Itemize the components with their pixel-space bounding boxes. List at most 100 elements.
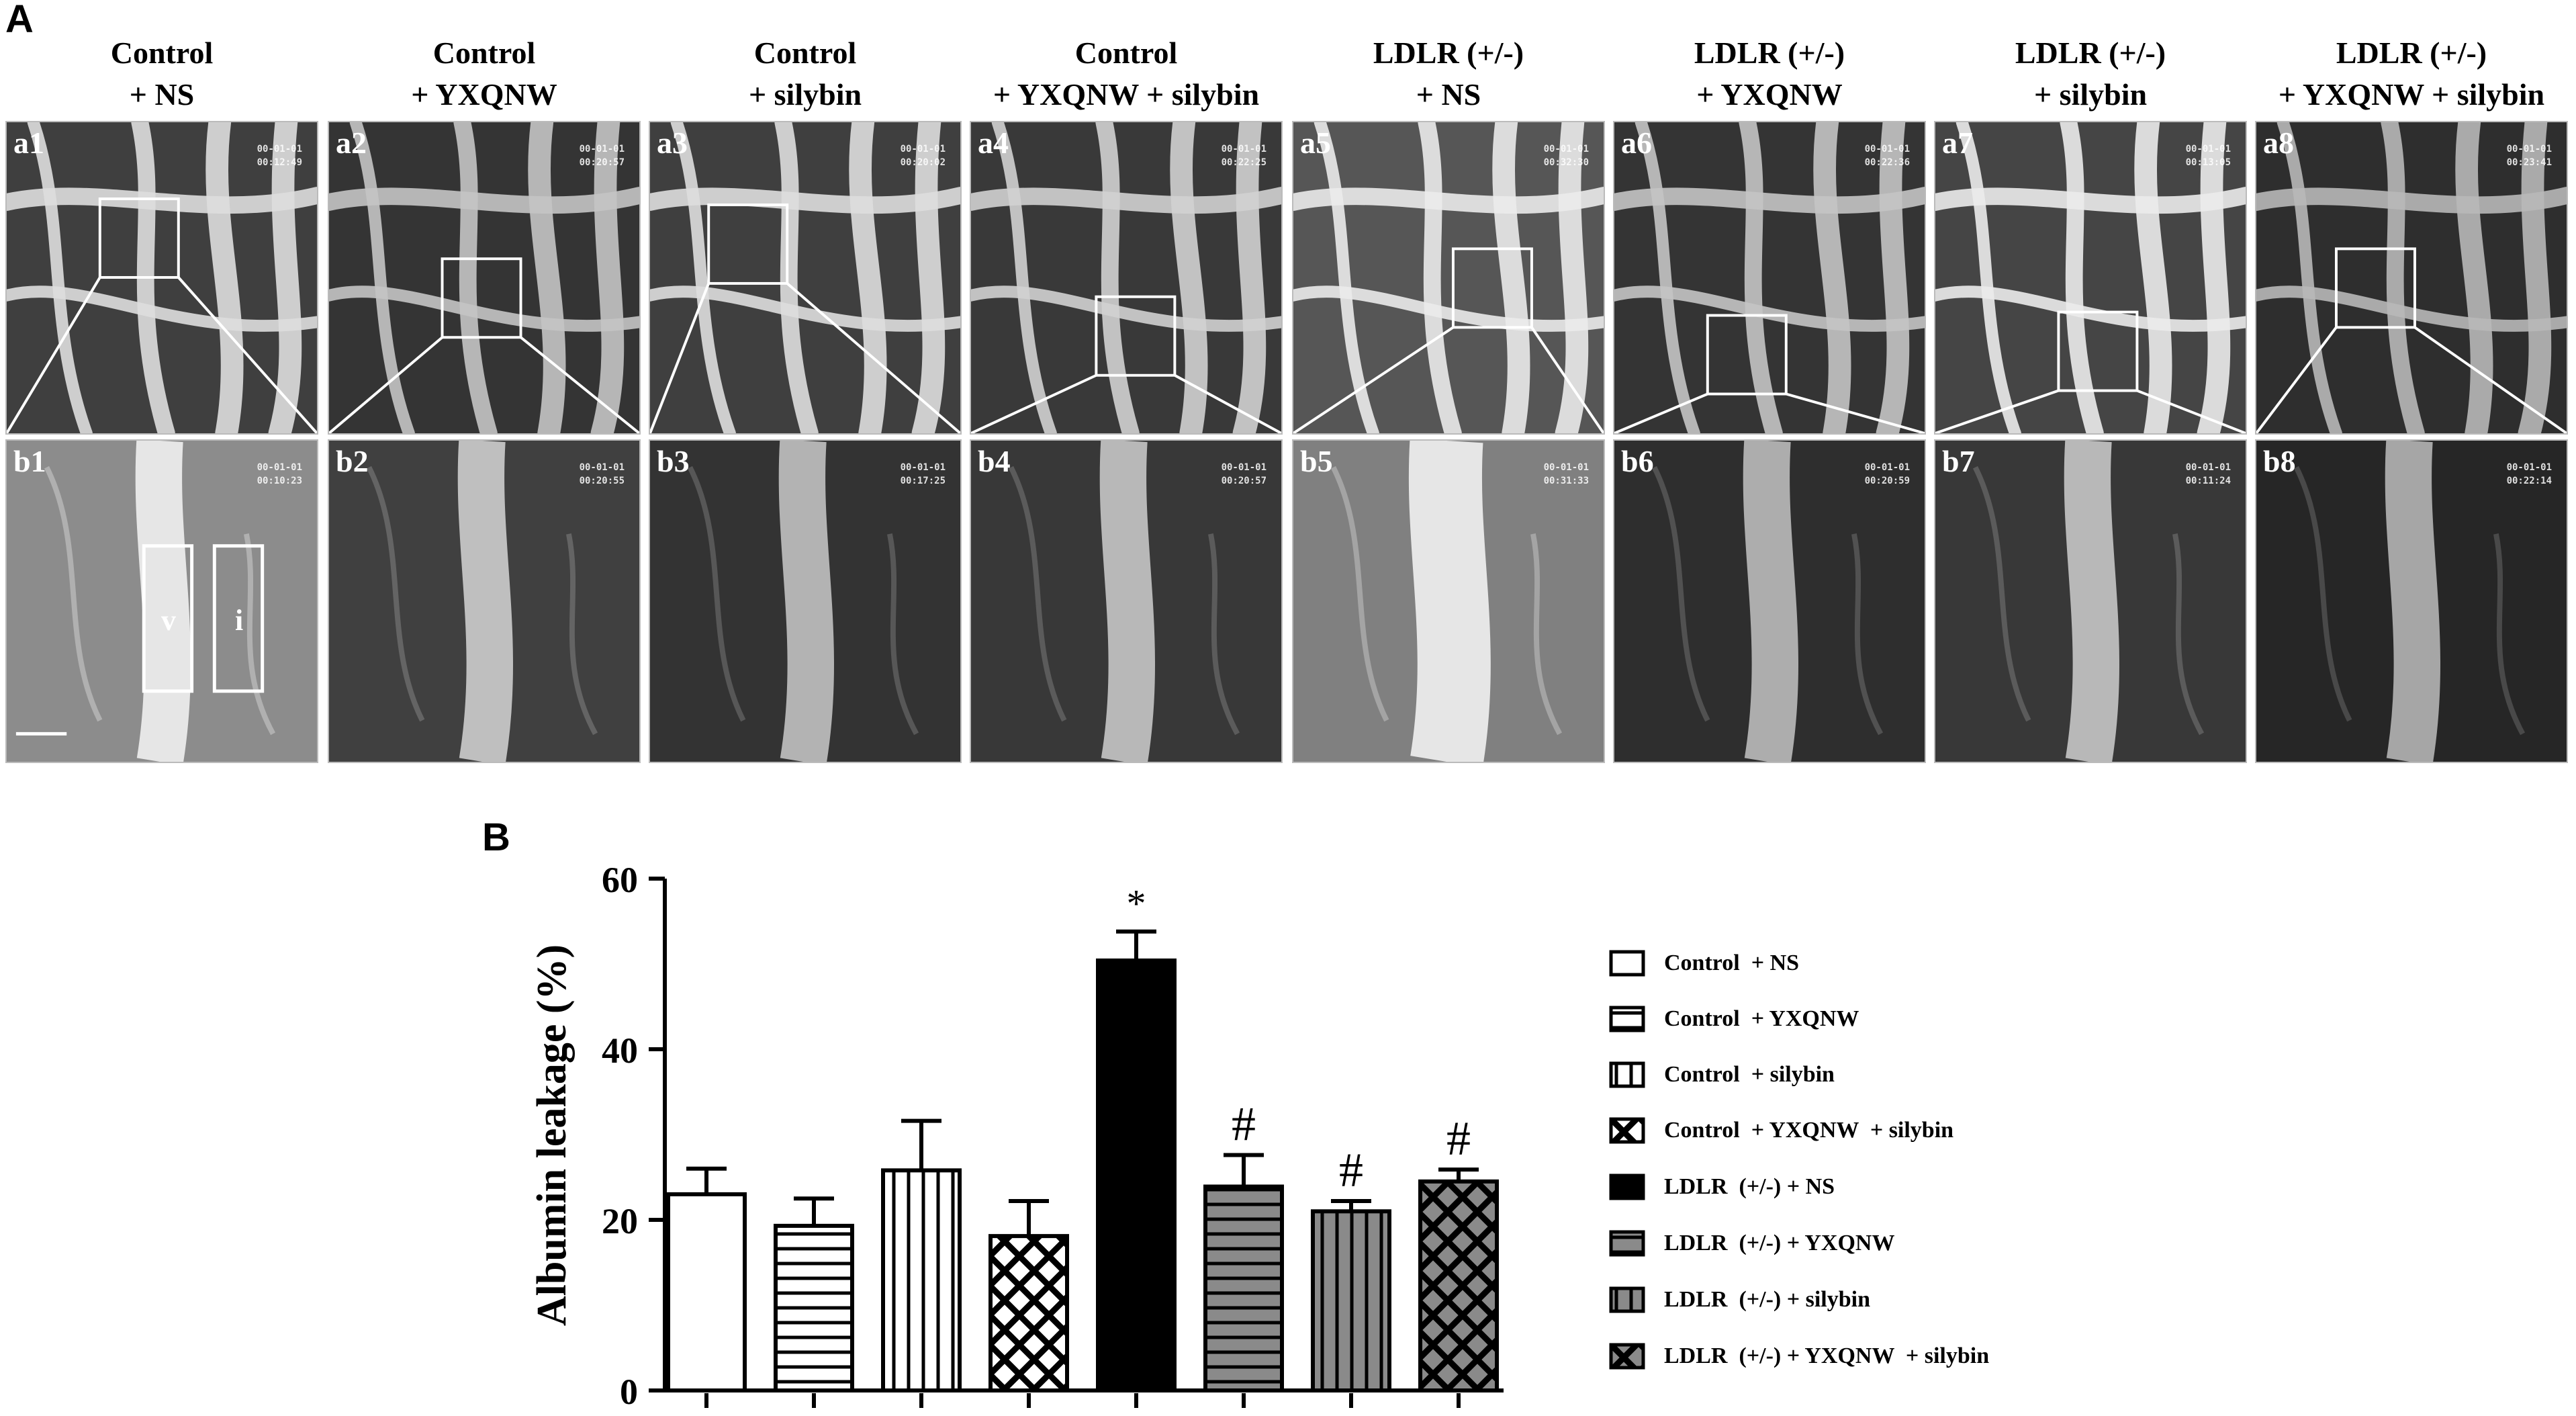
bar-1 xyxy=(666,1192,747,1393)
column-title-6: LDLR (+/-) + YXQNW xyxy=(1612,32,1927,116)
column-title-8: LDLR (+/-) + YXQNW + silybin xyxy=(2254,32,2569,116)
significance-marker: * xyxy=(1127,882,1146,926)
bar-7 xyxy=(1311,1209,1391,1393)
legend-item: LDLR (+/-) + NS xyxy=(1609,1169,1835,1204)
column-title-line1: LDLR (+/-) xyxy=(1373,36,1524,70)
legend-swatch xyxy=(1609,1343,1645,1370)
column-title-line2: + YXQNW + silybin xyxy=(2278,77,2545,112)
micrograph-label: a2 xyxy=(336,126,367,160)
legend-swatch xyxy=(1609,1117,1645,1144)
column-title-line2: + YXQNW xyxy=(411,77,557,112)
micrograph-label: a7 xyxy=(1942,126,1973,160)
column-title-line2: + YXQNW + silybin xyxy=(993,77,1260,112)
micrograph-label: b8 xyxy=(2263,444,2296,478)
legend-label: LDLR (+/-) + YXQNW + silybin xyxy=(1664,1343,1990,1368)
panel-a-label: A xyxy=(5,0,34,41)
timestamp-time: 00:10:23 xyxy=(257,476,302,486)
legend-item: Control + YXQNW xyxy=(1609,1002,1859,1036)
column-title-3: Control + silybin xyxy=(647,32,963,116)
timestamp-date: 00-01-01 xyxy=(1864,462,1910,473)
timestamp-date: 00-01-01 xyxy=(579,144,625,154)
zoom-micrograph-2: b2 00-01-01 00:20:55 xyxy=(328,439,641,763)
timestamp-time: 00:12:49 xyxy=(257,157,302,168)
bar-6 xyxy=(1203,1184,1284,1392)
legend-swatch xyxy=(1609,1006,1645,1032)
y-axis-label: Albumin leakage (%) xyxy=(529,944,575,1326)
column-title-line2: + silybin xyxy=(2033,77,2148,112)
overview-micrograph-8: a8 00-01-01 00:23:41 xyxy=(2255,121,2568,435)
micrograph-label: a8 xyxy=(2263,126,2294,160)
column-title-line1: LDLR (+/-) xyxy=(2015,36,2166,70)
video-timestamp: 00-01-01 00:11:24 xyxy=(2186,461,2231,488)
legend-item: LDLR (+/-) + YXQNW xyxy=(1609,1226,1894,1261)
timestamp-time: 00:32:30 xyxy=(1543,157,1589,168)
overview-micrograph-3: a3 00-01-01 00:20:02 xyxy=(649,121,962,435)
bar-4 xyxy=(988,1234,1069,1392)
video-timestamp: 00-01-01 00:20:55 xyxy=(580,461,625,488)
timestamp-date: 00-01-01 xyxy=(2185,144,2231,154)
video-timestamp: 00-01-01 00:22:25 xyxy=(1222,142,1267,169)
micrograph-label: b1 xyxy=(13,444,46,478)
overview-micrograph-2: a2 00-01-01 00:20:57 xyxy=(328,121,641,435)
legend-item: LDLR (+/-) + silybin xyxy=(1609,1282,1870,1317)
legend-swatch xyxy=(1609,950,1645,977)
legend-swatch xyxy=(1609,1174,1645,1200)
timestamp-date: 00-01-01 xyxy=(1221,144,1267,154)
legend-label: Control + YXQNW + silybin xyxy=(1664,1118,1954,1143)
y-tick-label: 40 xyxy=(602,1030,638,1071)
timestamp-time: 00:23:41 xyxy=(2506,157,2552,168)
column-title-line2: + silybin xyxy=(748,77,862,112)
panel-b-label: B xyxy=(482,815,510,859)
micrograph-label: b4 xyxy=(978,444,1011,478)
timestamp-date: 00-01-01 xyxy=(257,144,302,154)
overview-micrograph-1: a1 00-01-01 00:12:49 xyxy=(5,121,318,435)
video-timestamp: 00-01-01 00:20:57 xyxy=(1222,461,1267,488)
column-title-line2: + YXQNW xyxy=(1696,77,1843,112)
timestamp-date: 00-01-01 xyxy=(1543,144,1589,154)
video-timestamp: 00-01-01 00:20:59 xyxy=(1865,461,1910,488)
video-timestamp: 00-01-01 00:20:02 xyxy=(901,142,946,169)
timestamp-time: 00:22:36 xyxy=(1864,157,1910,168)
significance-marker: # xyxy=(1339,1143,1363,1197)
interstitium-roi-label: i xyxy=(235,604,244,637)
timestamp-time: 00:22:14 xyxy=(2506,476,2552,486)
overview-micrograph-4: a4 00-01-01 00:22:25 xyxy=(970,121,1283,435)
timestamp-time: 00:13:05 xyxy=(2185,157,2231,168)
timestamp-time: 00:20:02 xyxy=(900,157,946,168)
timestamp-time: 00:22:25 xyxy=(1221,157,1267,168)
video-timestamp: 00-01-01 00:10:23 xyxy=(257,461,302,488)
significance-marker: # xyxy=(1232,1097,1256,1151)
bar-3 xyxy=(881,1168,962,1392)
timestamp-date: 00-01-01 xyxy=(1864,144,1910,154)
video-timestamp: 00-01-01 00:20:57 xyxy=(580,142,625,169)
timestamp-time: 00:20:59 xyxy=(1864,476,1910,486)
legend-item: Control + NS xyxy=(1609,946,1799,981)
timestamp-date: 00-01-01 xyxy=(2185,462,2231,473)
video-timestamp: 00-01-01 00:17:25 xyxy=(901,461,946,488)
legend-swatch xyxy=(1609,1286,1645,1313)
micrograph-label: a5 xyxy=(1300,126,1331,160)
micrograph-label: b2 xyxy=(336,444,369,478)
legend-item: LDLR (+/-) + YXQNW + silybin xyxy=(1609,1339,1989,1374)
column-title-line1: LDLR (+/-) xyxy=(1694,36,1845,70)
legend-label: Control + NS xyxy=(1664,950,1800,975)
column-title-line1: Control xyxy=(432,36,536,70)
vessel-roi-label: v xyxy=(161,604,176,637)
timestamp-time: 00:17:25 xyxy=(900,476,946,486)
timestamp-time: 00:11:24 xyxy=(2185,476,2231,486)
timestamp-date: 00-01-01 xyxy=(579,462,625,473)
video-timestamp: 00-01-01 00:22:14 xyxy=(2507,461,2552,488)
y-tick-label: 60 xyxy=(602,860,638,900)
micrograph-label: a3 xyxy=(657,126,688,160)
timestamp-date: 00-01-01 xyxy=(900,462,946,473)
timestamp-date: 00-01-01 xyxy=(900,144,946,154)
legend-label: Control + silybin xyxy=(1664,1062,1835,1087)
timestamp-date: 00-01-01 xyxy=(1221,462,1267,473)
overview-micrograph-7: a7 00-01-01 00:13:05 xyxy=(1934,121,2247,435)
legend-item: Control + silybin xyxy=(1609,1057,1835,1092)
timestamp-date: 00-01-01 xyxy=(2506,144,2552,154)
zoom-micrograph-4: b4 00-01-01 00:20:57 xyxy=(970,439,1283,763)
column-title-7: LDLR (+/-) + silybin xyxy=(1933,32,2248,116)
micrograph-label: a4 xyxy=(978,126,1009,160)
